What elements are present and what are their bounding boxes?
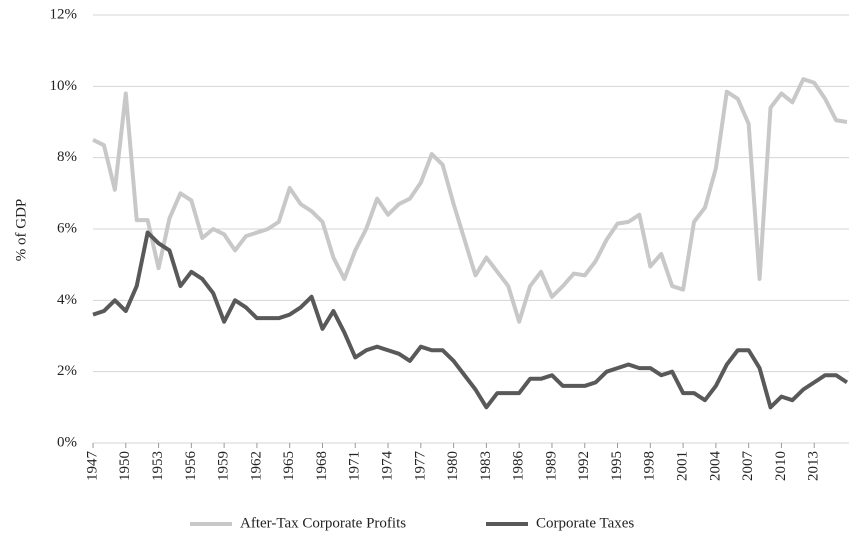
x-tick-label: 2007 [740, 451, 756, 482]
x-tick-label: 1998 [642, 451, 658, 481]
series-line [92, 77, 848, 324]
x-tick-label: 1959 [216, 451, 232, 481]
x-tick-label: 1956 [183, 451, 199, 482]
y-tick-label: 4% [57, 292, 77, 308]
x-tick-label: 1992 [576, 451, 592, 481]
x-tick-label: 1965 [281, 451, 297, 481]
x-tick-label: 2001 [675, 451, 691, 481]
y-tick-label: 12% [50, 6, 78, 22]
series-line [92, 230, 849, 410]
y-tick-label: 8% [57, 149, 77, 165]
x-tick-label: 2010 [773, 451, 789, 481]
y-tick-label: 10% [50, 78, 78, 94]
x-tick-label: 1989 [543, 451, 559, 481]
x-tick-label: 1950 [117, 451, 133, 481]
x-tick-label: 1968 [314, 451, 330, 481]
y-axis-label: % of GDP [13, 199, 29, 262]
legend-label: After-Tax Corporate Profits [240, 515, 406, 531]
y-tick-label: 6% [57, 220, 77, 236]
y-tick-label: 2% [57, 363, 77, 379]
x-tick-label: 2004 [707, 451, 723, 482]
x-tick-label: 1986 [511, 451, 527, 482]
x-tick-label: 1947 [84, 451, 100, 482]
x-tick-label: 2013 [806, 451, 822, 481]
y-tick-label: 0% [57, 434, 77, 450]
x-tick-label: 1983 [478, 451, 494, 481]
x-tick-label: 1980 [445, 451, 461, 481]
x-tick-label: 1977 [412, 451, 428, 482]
x-tick-label: 1974 [379, 451, 395, 482]
legend-label: Corporate Taxes [536, 515, 634, 531]
x-tick-label: 1953 [150, 451, 166, 481]
x-tick-label: 1995 [609, 451, 625, 481]
x-tick-label: 1962 [248, 451, 264, 481]
x-tick-label: 1971 [347, 451, 363, 481]
